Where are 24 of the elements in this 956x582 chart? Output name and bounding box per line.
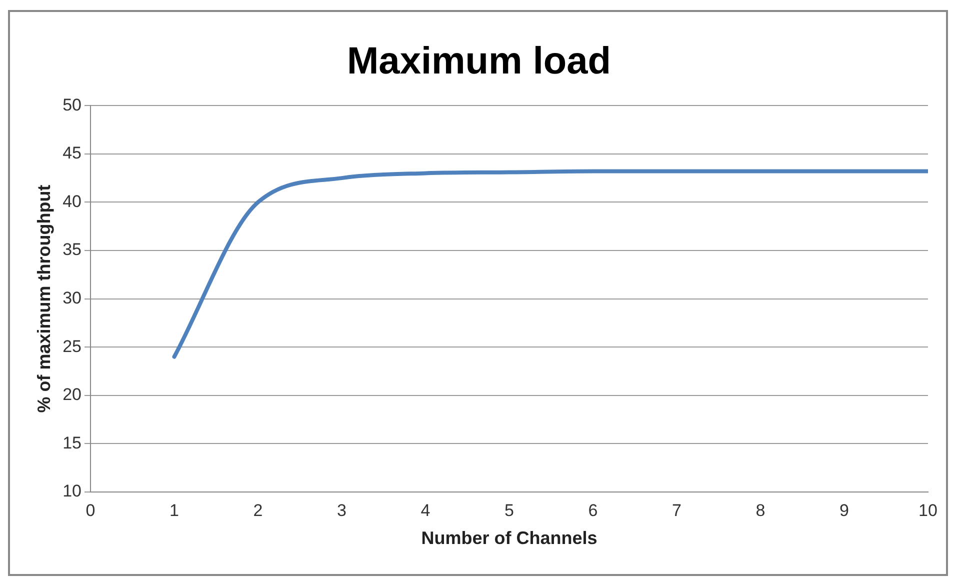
chart-title: Maximum load [347,40,611,82]
x-tick-label: 4 [420,500,430,520]
x-tick-label: 9 [840,500,849,520]
x-tick-label: 2 [253,500,263,520]
x-tick-label: 1 [170,500,179,520]
y-tick-label: 25 [62,336,82,356]
y-tick-label: 40 [62,192,82,211]
y-tick-label: 45 [62,144,82,163]
x-tick-label: 10 [918,500,938,520]
y-tick-label: 50 [62,95,82,114]
x-tick-label: 3 [337,500,346,520]
y-tick-label: 20 [62,385,82,404]
y-tick-label: 15 [62,433,82,452]
line-series [172,169,928,359]
y-axis-title: % of maximum throughput [34,184,54,413]
x-axis-title: Number of Channels [421,528,598,548]
x-tick-label: 0 [86,500,96,520]
y-tick-label: 10 [62,482,82,501]
y-tick-label: 35 [62,240,82,260]
y-tick-label: 30 [62,288,82,308]
x-tick-label: 7 [672,500,682,520]
x-tick-label: 8 [756,500,766,520]
x-tick-label: 5 [504,500,514,520]
x-tick-label: 6 [588,500,598,520]
